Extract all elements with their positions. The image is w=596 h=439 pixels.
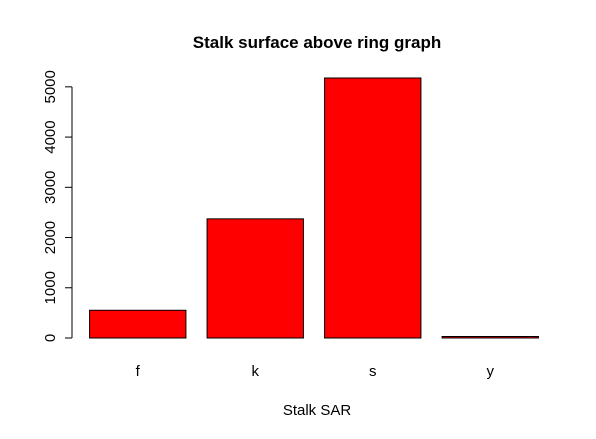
- bar-s: [324, 77, 422, 339]
- x-tick-label-k: k: [252, 363, 260, 380]
- y-axis: 0 1000 2000 3000 4000 5000: [42, 70, 73, 342]
- x-tick-label-y: y: [487, 363, 495, 380]
- y-tick-label: 0: [42, 334, 59, 342]
- y-tick-label: 3000: [42, 171, 59, 204]
- x-tick-label-s: s: [369, 363, 377, 380]
- chart-title: Stalk surface above ring graph: [193, 33, 441, 52]
- bar-k: [206, 218, 304, 339]
- bar-f: [89, 309, 187, 339]
- y-tick-label: 5000: [42, 70, 59, 103]
- x-axis-label: Stalk SAR: [283, 402, 352, 419]
- y-tick-label: 1000: [42, 271, 59, 304]
- bar-y: [441, 336, 539, 339]
- y-tick-label: 2000: [42, 221, 59, 254]
- y-tick-label: 4000: [42, 120, 59, 153]
- x-tick-label-f: f: [136, 363, 141, 380]
- bars-group: [89, 77, 539, 339]
